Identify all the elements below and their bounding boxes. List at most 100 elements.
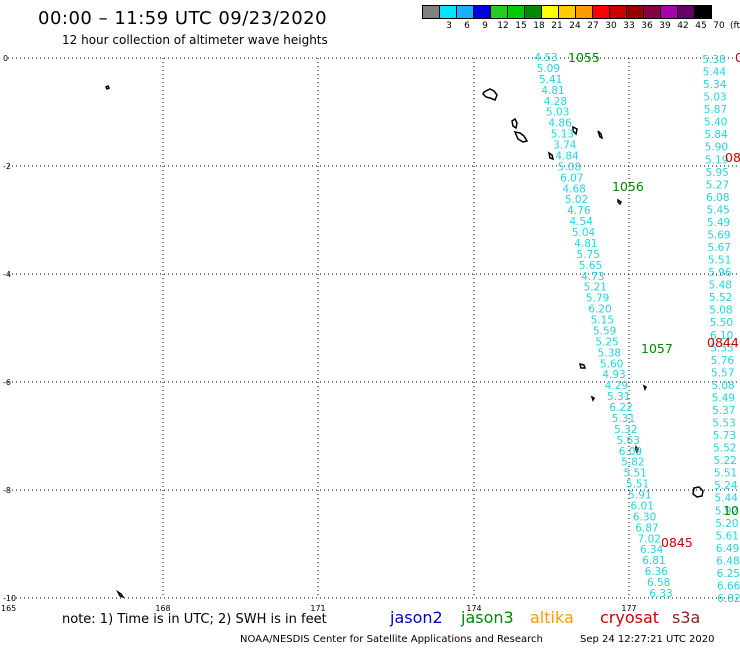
pass-time-label: 08 bbox=[725, 150, 740, 165]
east-track-value: 5.69 bbox=[707, 229, 730, 241]
east-track-value: 5.73 bbox=[713, 430, 736, 442]
west-track-value: 6.30 bbox=[633, 511, 656, 523]
east-track-value: 5.03 bbox=[703, 92, 726, 104]
west-track-value: 5.59 bbox=[593, 325, 616, 337]
east-track-value: 5.95 bbox=[705, 167, 728, 179]
west-track-value: 5.63 bbox=[616, 435, 639, 447]
east-track-value: 5.52 bbox=[713, 443, 736, 455]
east-track-value: 6.10 bbox=[710, 330, 733, 342]
legend-label: 3 bbox=[446, 21, 452, 31]
east-track-value: 6.25 bbox=[717, 568, 740, 580]
island-outline bbox=[642, 384, 648, 391]
west-track-value: 4.73 bbox=[581, 271, 604, 283]
west-track-value: 4.93 bbox=[602, 369, 625, 381]
lat-tick-label: -2 bbox=[3, 162, 11, 171]
island-outline bbox=[104, 84, 111, 91]
west-track-value: 5.31 bbox=[612, 413, 635, 425]
island-outline bbox=[578, 362, 587, 369]
east-track-value: 5.44 bbox=[703, 67, 727, 79]
island-outline bbox=[590, 395, 596, 402]
island-outline bbox=[547, 151, 555, 161]
west-track-value: 6.33 bbox=[649, 588, 672, 600]
east-track-value: 6.48 bbox=[716, 555, 739, 567]
east-track-value: 5.48 bbox=[709, 280, 732, 292]
satellite-legend-item: altika bbox=[530, 608, 574, 627]
east-track-value: 5.27 bbox=[706, 179, 729, 191]
west-track-value: 6.34 bbox=[640, 544, 664, 556]
west-track-value: 6.36 bbox=[645, 566, 669, 578]
west-track-value: 6.07 bbox=[560, 172, 583, 184]
satellite-legend-item: s3a bbox=[672, 608, 701, 627]
west-track-value: 3.74 bbox=[553, 140, 577, 152]
west-track-value: 4.81 bbox=[574, 238, 597, 250]
east-track-value: 5.51 bbox=[708, 255, 731, 267]
pass-time-label: 0 bbox=[735, 50, 740, 65]
east-track-value: 5.24 bbox=[714, 480, 738, 492]
satellite-tracks: 4.535.095.414.814.285.034.865.133.744.84… bbox=[534, 50, 740, 605]
footer-credit: NOAA/NESDIS Center for Satellite Applica… bbox=[240, 634, 543, 645]
west-track-value: 5.15 bbox=[591, 315, 614, 327]
legend-label: 9 bbox=[482, 21, 488, 31]
lat-tick-label: 0 bbox=[3, 54, 8, 63]
east-track-value: 5.08 bbox=[711, 380, 734, 392]
legend-label: 39 bbox=[659, 21, 671, 31]
legend-label: 18 bbox=[533, 21, 545, 31]
west-track-value: 4.81 bbox=[541, 85, 564, 97]
east-track-value: 5.20 bbox=[715, 518, 738, 530]
lat-tick-label: -8 bbox=[3, 486, 11, 495]
east-track-value: 5.57 bbox=[711, 367, 734, 379]
west-track-value: 5.91 bbox=[628, 490, 651, 502]
legend-label: 70 bbox=[713, 21, 725, 31]
east-track-value: 5.87 bbox=[704, 104, 727, 116]
page-subtitle: 12 hour collection of altimeter wave hei… bbox=[62, 33, 328, 47]
island-outline bbox=[692, 486, 704, 498]
legend-swatches bbox=[422, 5, 740, 19]
legend-label: 36 bbox=[641, 21, 653, 31]
east-track-value: 6.49 bbox=[716, 543, 739, 555]
east-track-value: 5.40 bbox=[704, 117, 727, 129]
lat-tick-label: -6 bbox=[3, 378, 11, 387]
west-track-value: 6.22 bbox=[609, 402, 632, 414]
east-track-value: 5.38 bbox=[702, 54, 725, 66]
pass-time-label: 0845 bbox=[661, 535, 693, 550]
east-track-value: 5.90 bbox=[705, 142, 728, 154]
pass-time-label: 1056 bbox=[612, 179, 644, 194]
footer-timestamp: Sep 24 12:27:21 UTC 2020 bbox=[580, 634, 715, 645]
island-outline bbox=[635, 445, 639, 454]
east-track-value: 5.96 bbox=[708, 267, 732, 279]
footer-note: note: 1) Time is in UTC; 2) SWH is in fe… bbox=[62, 612, 327, 627]
west-track-value: 6.20 bbox=[588, 304, 611, 316]
lon-tick-label: 174 bbox=[466, 604, 481, 613]
legend-label: 12 bbox=[497, 21, 509, 31]
island-outline bbox=[482, 88, 498, 101]
graticule bbox=[8, 57, 740, 599]
west-track-value: 5.21 bbox=[584, 282, 607, 294]
west-track-value: 5.79 bbox=[586, 293, 609, 305]
satellite-legend-item: jason3 bbox=[461, 608, 514, 627]
west-track-value: 4.53 bbox=[534, 52, 557, 64]
west-track-value: 5.04 bbox=[572, 227, 596, 239]
legend-label: 45 bbox=[695, 21, 707, 31]
east-track-value: 5.45 bbox=[706, 204, 729, 216]
west-track-value: 5.65 bbox=[579, 260, 602, 272]
west-track-value: 5.38 bbox=[598, 347, 621, 359]
pass-time-label: 1055 bbox=[568, 50, 600, 65]
west-track-value: 5.51 bbox=[623, 468, 646, 480]
east-track-value: 6.82 bbox=[717, 593, 740, 605]
east-track-value: 5.49 bbox=[707, 217, 730, 229]
west-track-value: 5.08 bbox=[558, 161, 581, 173]
island-outline bbox=[572, 125, 578, 136]
west-track-value: 5.82 bbox=[621, 457, 644, 469]
legend-label: 27 bbox=[587, 21, 599, 31]
east-track-value: 5.84 bbox=[704, 129, 728, 141]
west-track-value: 4.76 bbox=[567, 205, 591, 217]
west-track-value: 5.51 bbox=[626, 479, 649, 491]
legend-swatch bbox=[694, 5, 712, 19]
west-track-value: 4.29 bbox=[605, 380, 628, 392]
west-track-value: 7.02 bbox=[638, 533, 661, 545]
west-track-value: 6.87 bbox=[635, 522, 658, 534]
east-track-value: 5.44 bbox=[715, 493, 739, 505]
